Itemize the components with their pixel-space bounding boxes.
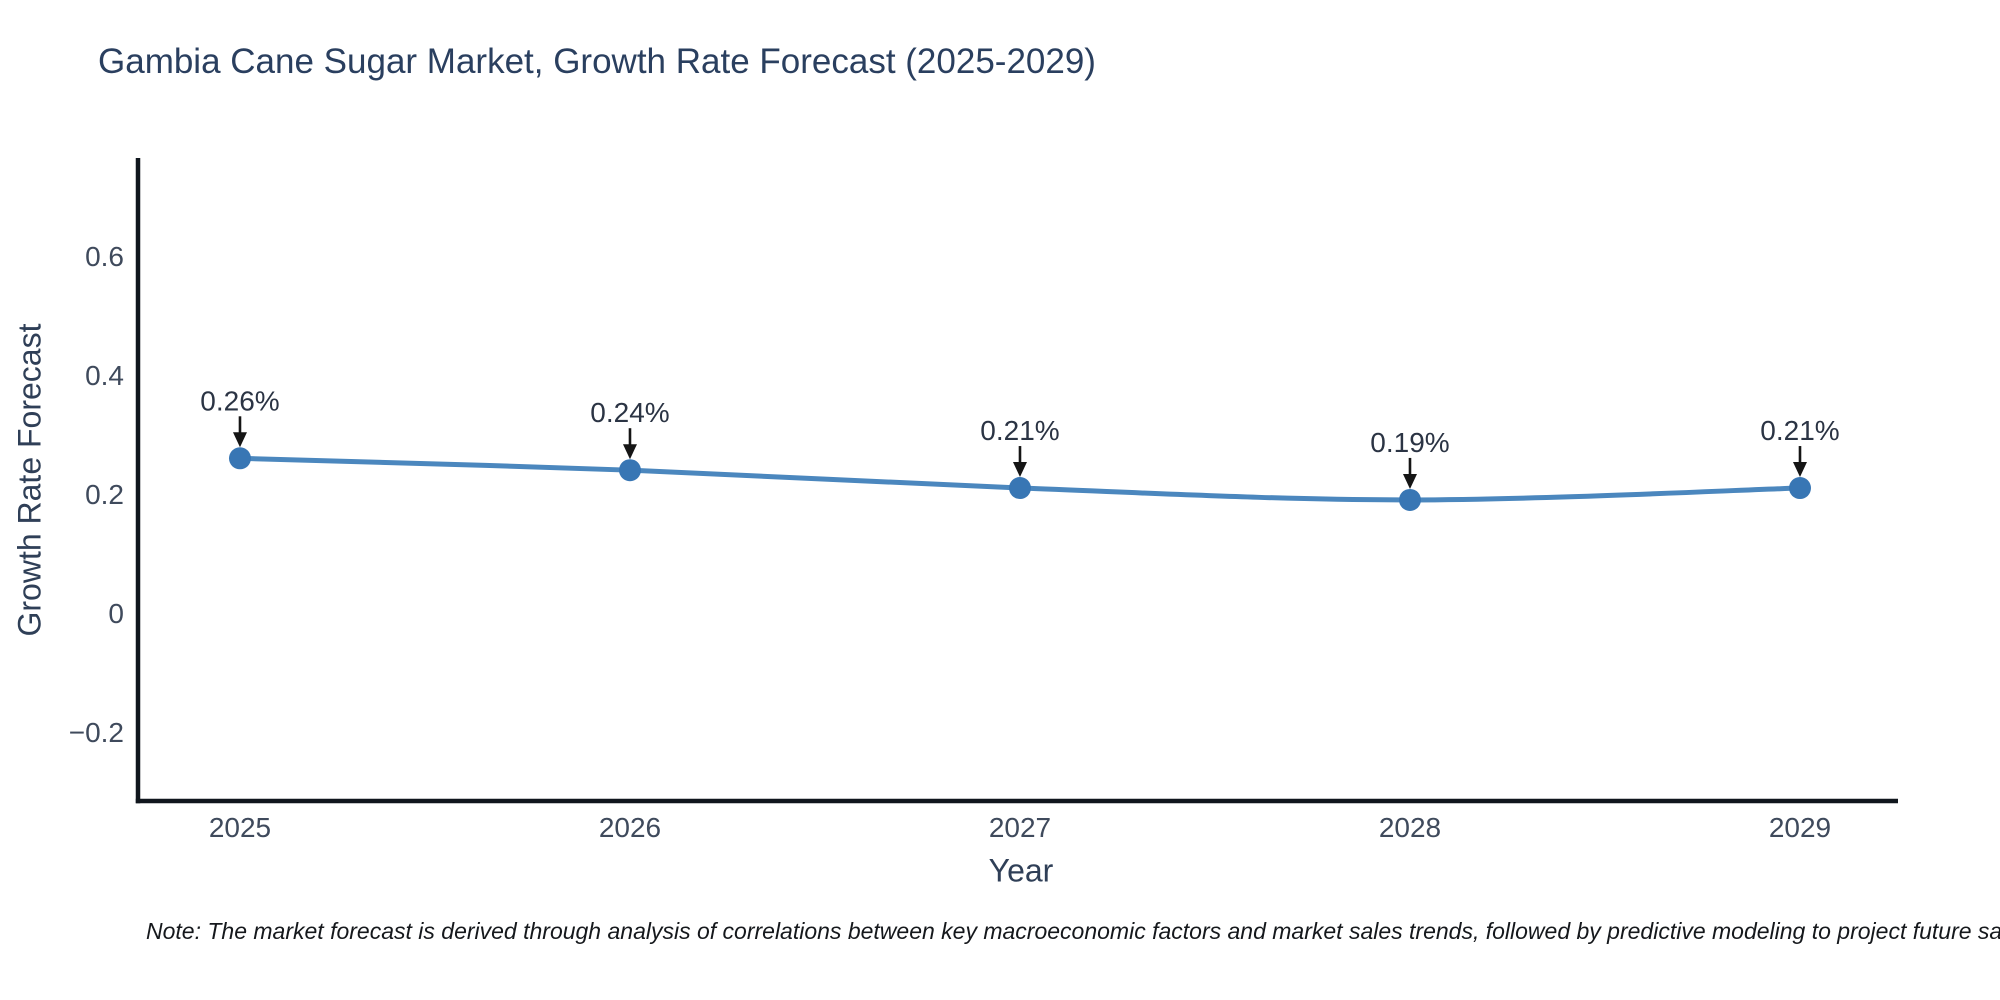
x-axis-title: Year [988, 852, 1054, 889]
y-tick-label: −0.2 [69, 717, 124, 748]
y-axis-title: Growth Rate Forecast [11, 323, 48, 637]
data-point-marker [1008, 477, 1031, 500]
y-tick-label: 0.6 [85, 241, 124, 272]
x-tick-label: 2025 [209, 812, 271, 843]
data-point-marker [618, 459, 641, 482]
y-tick-label: 0.4 [85, 360, 124, 391]
annotation-arrowhead [1402, 473, 1417, 489]
data-point-label: 0.21% [1760, 415, 1839, 446]
x-tick-label: 2029 [1769, 812, 1831, 843]
annotation-arrowhead [1012, 462, 1027, 478]
data-point-marker [1398, 488, 1421, 511]
data-point-marker [228, 447, 251, 470]
y-tick-label: 0.2 [85, 479, 124, 510]
data-point-label: 0.19% [1370, 427, 1449, 458]
annotation-arrowhead [1792, 462, 1807, 478]
data-point-label: 0.24% [590, 397, 669, 428]
data-point-label: 0.26% [200, 385, 279, 416]
y-tick-label: 0 [108, 598, 124, 629]
annotation-arrowhead [622, 444, 637, 460]
data-point-label: 0.21% [980, 415, 1059, 446]
footnote-text: Note: The market forecast is derived thr… [146, 918, 2000, 944]
x-tick-label: 2027 [989, 812, 1051, 843]
chart-title: Gambia Cane Sugar Market, Growth Rate Fo… [98, 42, 1096, 81]
data-point-marker [1788, 477, 1811, 500]
x-tick-label: 2026 [599, 812, 661, 843]
annotation-arrowhead [232, 432, 247, 448]
x-tick-label: 2028 [1379, 812, 1441, 843]
